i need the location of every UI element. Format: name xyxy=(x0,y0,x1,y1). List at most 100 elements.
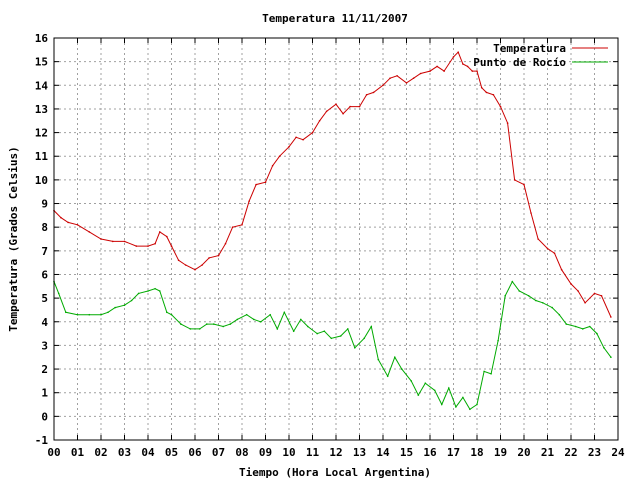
data-point xyxy=(560,268,563,271)
y-tick-label: 0 xyxy=(41,410,48,423)
data-point xyxy=(358,105,361,108)
data-point xyxy=(180,323,182,325)
series-0 xyxy=(53,51,612,318)
data-point xyxy=(177,259,180,262)
data-point xyxy=(424,382,427,385)
data-point xyxy=(253,318,255,321)
data-point xyxy=(229,323,232,325)
data-point xyxy=(236,318,239,321)
data-point xyxy=(363,337,366,340)
data-point xyxy=(499,105,502,108)
y-tick-label: 11 xyxy=(35,150,49,163)
y-tick-label: 5 xyxy=(41,292,48,305)
x-tick-label: 08 xyxy=(235,446,248,459)
data-point xyxy=(154,242,156,245)
data-point xyxy=(527,295,530,297)
data-point xyxy=(130,299,133,302)
data-point xyxy=(65,311,67,314)
data-point xyxy=(316,332,319,335)
x-tick-label: 17 xyxy=(447,446,460,459)
grid-layer xyxy=(54,38,618,440)
data-point xyxy=(386,375,389,378)
plot-frame xyxy=(53,37,619,441)
y-tick-label: 2 xyxy=(41,363,48,376)
data-point xyxy=(537,238,539,240)
data-point xyxy=(88,231,91,233)
data-point xyxy=(370,325,373,328)
data-point xyxy=(137,292,140,295)
data-point xyxy=(271,164,274,167)
x-tick-label: 03 xyxy=(118,446,131,459)
data-point xyxy=(372,91,375,94)
data-point xyxy=(433,389,436,392)
data-point xyxy=(330,337,333,340)
x-tick-label: 09 xyxy=(259,446,272,459)
data-point xyxy=(603,347,605,349)
data-point xyxy=(582,328,584,330)
y-tick-label: 4 xyxy=(41,316,48,329)
data-point xyxy=(443,70,445,72)
data-point xyxy=(410,380,413,382)
x-tick-label: 21 xyxy=(541,446,555,459)
data-point xyxy=(553,252,556,254)
data-point xyxy=(159,290,161,292)
x-tick-label: 00 xyxy=(47,446,60,459)
data-point xyxy=(302,138,304,141)
data-point xyxy=(452,56,455,58)
data-point xyxy=(485,91,488,94)
y-tick-label: 15 xyxy=(35,56,48,69)
y-tick-label: 8 xyxy=(41,221,48,234)
y-tick-label: 7 xyxy=(41,245,48,258)
x-tick-label: 14 xyxy=(376,446,390,459)
x-tick-label: 07 xyxy=(212,446,225,459)
y-tick-label: 10 xyxy=(35,174,48,187)
data-point xyxy=(382,84,384,87)
data-point xyxy=(339,335,342,337)
data-point xyxy=(57,292,60,295)
data-point xyxy=(123,240,126,243)
data-point xyxy=(565,323,568,325)
data-point xyxy=(349,105,351,108)
y-tick-label: 16 xyxy=(35,32,49,45)
data-point xyxy=(429,70,431,72)
data-point xyxy=(170,313,173,316)
data-point xyxy=(389,77,391,79)
data-point xyxy=(260,321,262,323)
data-point xyxy=(245,313,248,316)
data-point xyxy=(307,325,309,328)
x-tick-label: 11 xyxy=(306,446,320,459)
data-point xyxy=(511,280,514,283)
data-point xyxy=(441,403,443,406)
y-tick-label: 14 xyxy=(35,79,49,92)
data-point xyxy=(224,242,227,245)
data-point xyxy=(401,368,403,370)
data-point xyxy=(577,290,579,292)
data-point xyxy=(100,313,102,316)
data-point xyxy=(170,245,173,247)
data-point xyxy=(189,328,192,330)
y-tick-label: 13 xyxy=(35,103,48,116)
data-point xyxy=(201,264,203,266)
data-point xyxy=(147,245,149,247)
x-tick-label: 18 xyxy=(470,446,483,459)
data-point xyxy=(255,183,257,186)
data-point xyxy=(60,216,62,219)
data-point xyxy=(558,313,561,316)
data-point xyxy=(504,295,507,297)
data-point xyxy=(523,183,525,186)
data-point xyxy=(318,120,321,122)
data-point xyxy=(112,240,114,243)
data-point xyxy=(198,328,201,330)
legend-label: Punto de Rocío xyxy=(473,56,566,69)
data-point xyxy=(135,245,138,247)
x-tick-label: 15 xyxy=(400,446,413,459)
data-point xyxy=(394,356,396,359)
data-point xyxy=(342,112,344,115)
y-tick-label: 3 xyxy=(41,339,48,352)
data-point xyxy=(610,356,612,359)
data-point xyxy=(67,221,69,224)
y-tick-label: 9 xyxy=(41,198,48,211)
y-tick-label: 12 xyxy=(35,127,48,140)
data-point xyxy=(513,179,516,181)
